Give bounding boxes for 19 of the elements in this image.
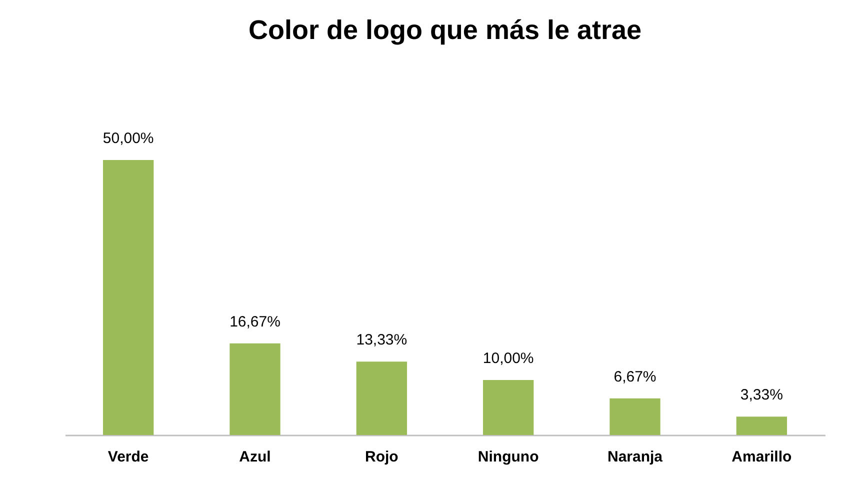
x-tick-label: Azul xyxy=(239,448,271,466)
bar xyxy=(103,160,154,435)
x-tick-label: Ninguno xyxy=(478,448,539,466)
bar xyxy=(483,380,534,435)
x-tick-label: Rojo xyxy=(365,448,398,466)
x-tick-label: Amarillo xyxy=(732,448,792,466)
chart-title: Color de logo que más le atrae xyxy=(248,15,642,45)
x-tick-label: Naranja xyxy=(607,448,664,466)
data-label: 13,33% xyxy=(356,332,408,349)
data-label: 10,00% xyxy=(482,350,534,367)
bar xyxy=(230,343,280,435)
bar xyxy=(610,398,660,435)
x-tick-label: Verde xyxy=(108,448,149,466)
bar xyxy=(356,362,407,435)
data-label: 3,33% xyxy=(740,386,783,404)
data-label: 6,67% xyxy=(614,368,656,386)
data-label: 16,67% xyxy=(230,313,280,330)
data-label: 50,00% xyxy=(102,130,154,147)
bar xyxy=(736,416,787,435)
